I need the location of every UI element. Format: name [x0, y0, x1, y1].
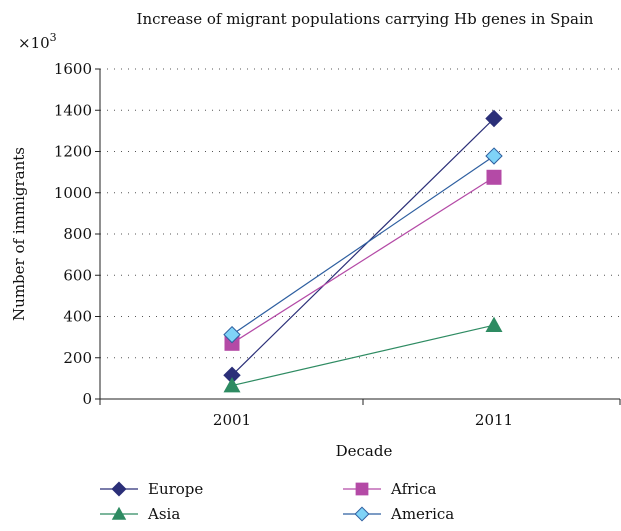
x-axis-label: Decade [336, 442, 393, 460]
legend-marker-europe [111, 481, 127, 497]
legend-marker-asia [111, 506, 127, 520]
gridlines [100, 68, 620, 359]
legend-marker-africa [355, 482, 369, 496]
y-tick-label: 400 [63, 308, 92, 326]
legend-item-europe: Europe [100, 480, 203, 498]
data-point-europe [485, 109, 503, 128]
legend-marker-america [354, 506, 370, 522]
series-america [223, 147, 503, 344]
series-asia [223, 316, 503, 393]
x-tick-label: 2011 [475, 411, 513, 429]
legend-label: Asia [147, 505, 180, 523]
data-point-america [485, 147, 503, 165]
series-line-asia [231, 324, 495, 387]
data-point-asia [485, 316, 503, 332]
y-tick-label: 1400 [54, 101, 92, 119]
series [223, 109, 503, 393]
y-tick-label: 1200 [54, 143, 92, 161]
data-point-asia [223, 377, 241, 393]
chart-title: Increase of migrant populations carrying… [137, 10, 594, 28]
data-point-america [223, 325, 241, 344]
x-tick-label: 2001 [213, 411, 251, 429]
legend-item-asia: Asia [100, 505, 180, 523]
x-tick-labels: 2001 2011 [213, 411, 513, 429]
series-line-america [231, 155, 495, 336]
series-line-europe [231, 118, 495, 376]
y-multiplier-exponent: 3 [50, 31, 57, 44]
legend-label: Europe [148, 480, 203, 498]
y-tick-label: 1600 [54, 60, 92, 78]
y-multiplier: ×103 [18, 31, 57, 52]
legend-label: Africa [390, 480, 436, 498]
series-line-africa [231, 176, 495, 344]
axes [95, 68, 621, 405]
data-point-africa [486, 169, 502, 185]
y-axis-label: Number of immigrants [10, 147, 28, 321]
legend: Europe Asia Africa America [100, 480, 454, 523]
legend-item-africa: Africa [343, 480, 436, 498]
y-tick-label: 600 [63, 266, 92, 284]
series-africa [224, 169, 502, 351]
y-tick-label: 200 [63, 349, 92, 367]
series-europe [223, 109, 503, 384]
y-tick-label: 800 [63, 225, 92, 243]
y-tick-label: 0 [82, 390, 92, 408]
y-tick-labels: 0 200 400 600 800 1000 1200 1400 1600 [54, 60, 92, 408]
y-tick-label: 1000 [54, 184, 92, 202]
legend-item-america: America [343, 505, 454, 523]
legend-label: America [390, 505, 454, 523]
